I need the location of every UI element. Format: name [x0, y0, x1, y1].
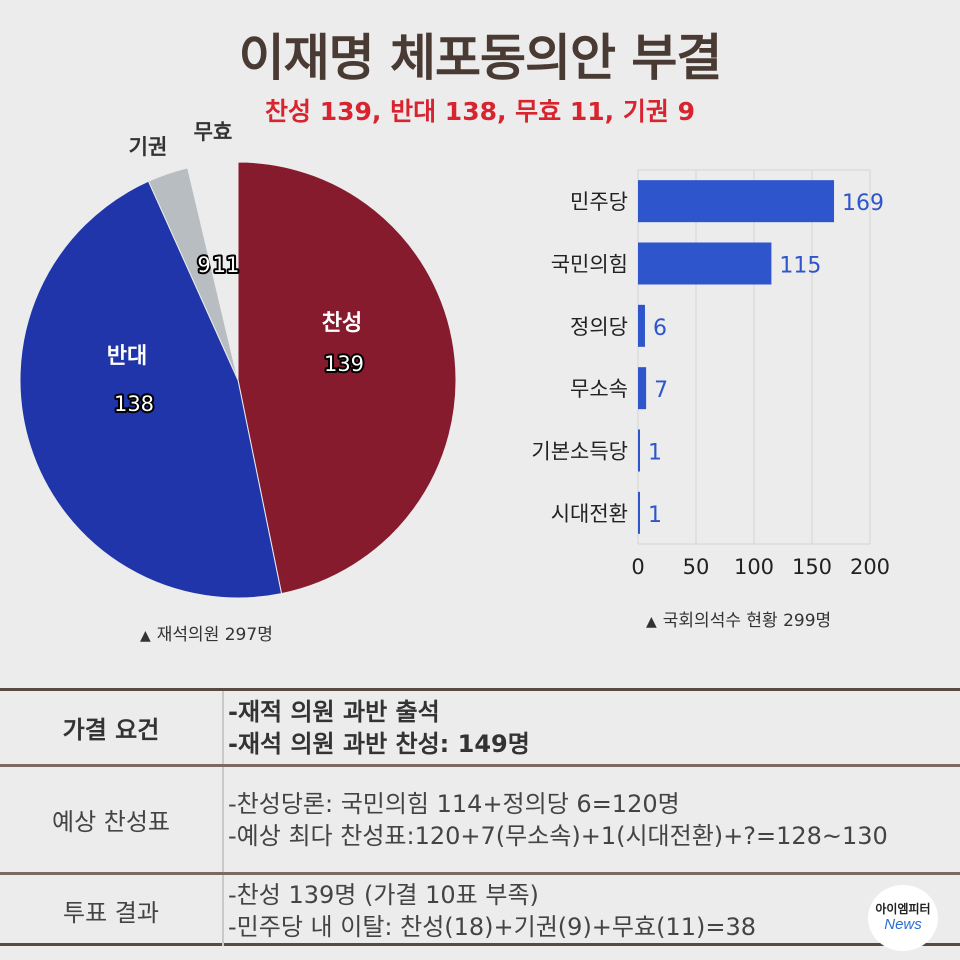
- logo-top-text: 아이엠피터: [875, 902, 931, 916]
- row-line: -찬성 139명 (가결 10표 부족): [228, 880, 539, 909]
- y-category-label: 정의당: [570, 315, 628, 339]
- triangle-icon: ▲: [646, 614, 657, 630]
- pie-caption-text: 재석의원 297명: [156, 625, 273, 645]
- vote-summary: 찬성 139, 반대 138, 무효 11, 기권 9: [265, 97, 695, 126]
- table-row: 가결 요건 -재적 의원 과반 출석 -재석 의원 과반 찬성: 149명: [0, 691, 960, 767]
- y-category-label: 국민의힘: [551, 253, 628, 277]
- pie-slice-label: 기권: [129, 135, 168, 159]
- x-tick-label: 100: [734, 555, 774, 579]
- bar-caption: ▲ 국회의석수 현황 299명: [646, 606, 831, 631]
- pie-value-label: 139: [324, 352, 364, 376]
- pie-slice-0: [237, 161, 457, 595]
- bar: [638, 180, 835, 223]
- pie-value-label: 11: [213, 253, 240, 277]
- x-tick-label: 0: [631, 555, 644, 579]
- pie-caption: ▲ 재석의원 297명: [140, 620, 273, 645]
- pie-slice-label: 무효: [194, 120, 233, 144]
- triangle-icon: ▲: [140, 628, 151, 644]
- y-category-label: 민주당: [570, 190, 628, 214]
- row-label: 가결 요건: [0, 691, 224, 764]
- row-label: 투표 결과: [0, 875, 224, 946]
- bar-value-label: 1: [648, 441, 662, 466]
- row-body: -찬성 139명 (가결 10표 부족) -민주당 내 이탈: 찬성(18)+기…: [228, 875, 960, 946]
- info-table: 가결 요건 -재적 의원 과반 출석 -재석 의원 과반 찬성: 149명 예상…: [0, 688, 960, 946]
- bar: [638, 491, 640, 534]
- logo-news-text: News: [884, 916, 922, 933]
- row-line: -재석 의원 과반 찬성: 149명: [228, 729, 530, 758]
- bar: [638, 304, 645, 347]
- bar-value-label: 115: [779, 254, 821, 279]
- x-tick-label: 50: [683, 555, 710, 579]
- row-body: -재적 의원 과반 출석 -재석 의원 과반 찬성: 149명: [228, 691, 960, 764]
- row-line: -민주당 내 이탈: 찬성(18)+기권(9)+무효(11)=38: [228, 912, 756, 941]
- news-logo: 아이엠피터 News: [868, 885, 938, 951]
- pie-slice-label: 반대: [107, 344, 147, 369]
- y-category-label: 무소속: [570, 377, 628, 401]
- page-title: 이재명 체포동의안 부결: [238, 29, 723, 87]
- bar-value-label: 6: [653, 316, 667, 341]
- row-line: -찬성당론: 국민의힘 114+정의당 6=120명: [228, 789, 680, 818]
- pie-value-label: 9: [197, 253, 210, 277]
- x-tick-label: 200: [850, 555, 890, 579]
- table-row: 예상 찬성표 -찬성당론: 국민의힘 114+정의당 6=120명 -예상 최다…: [0, 767, 960, 875]
- table-row: 투표 결과 -찬성 139명 (가결 10표 부족) -민주당 내 이탈: 찬성…: [0, 875, 960, 946]
- x-tick-label: 150: [792, 555, 832, 579]
- row-body: -찬성당론: 국민의힘 114+정의당 6=120명 -예상 최다 찬성표:12…: [228, 767, 960, 872]
- pie-slice-1: [19, 180, 283, 599]
- y-category-label: 기본소득당: [531, 440, 628, 464]
- bar: [638, 367, 647, 410]
- y-category-label: 시대전환: [551, 502, 628, 526]
- row-label: 예상 찬성표: [0, 767, 224, 872]
- bar-caption-text: 국회의석수 현황 299명: [662, 611, 832, 631]
- pie-value-label: 138: [114, 392, 154, 416]
- pie-slice-3: [187, 161, 239, 381]
- bar: [638, 242, 772, 285]
- row-line: -예상 최다 찬성표:120+7(무소속)+1(시대전환)+?=128~130: [228, 821, 888, 850]
- bar-value-label: 7: [654, 378, 668, 403]
- vote-pie-chart: 찬성 139 반대 138 기권 9 무효 11: [19, 120, 457, 599]
- bar-value-label: 169: [842, 191, 884, 216]
- bar-value-label: 1: [648, 503, 662, 528]
- row-line: -재적 의원 과반 출석: [228, 697, 440, 726]
- pie-slice-label: 찬성: [322, 311, 362, 336]
- bar: [638, 429, 640, 472]
